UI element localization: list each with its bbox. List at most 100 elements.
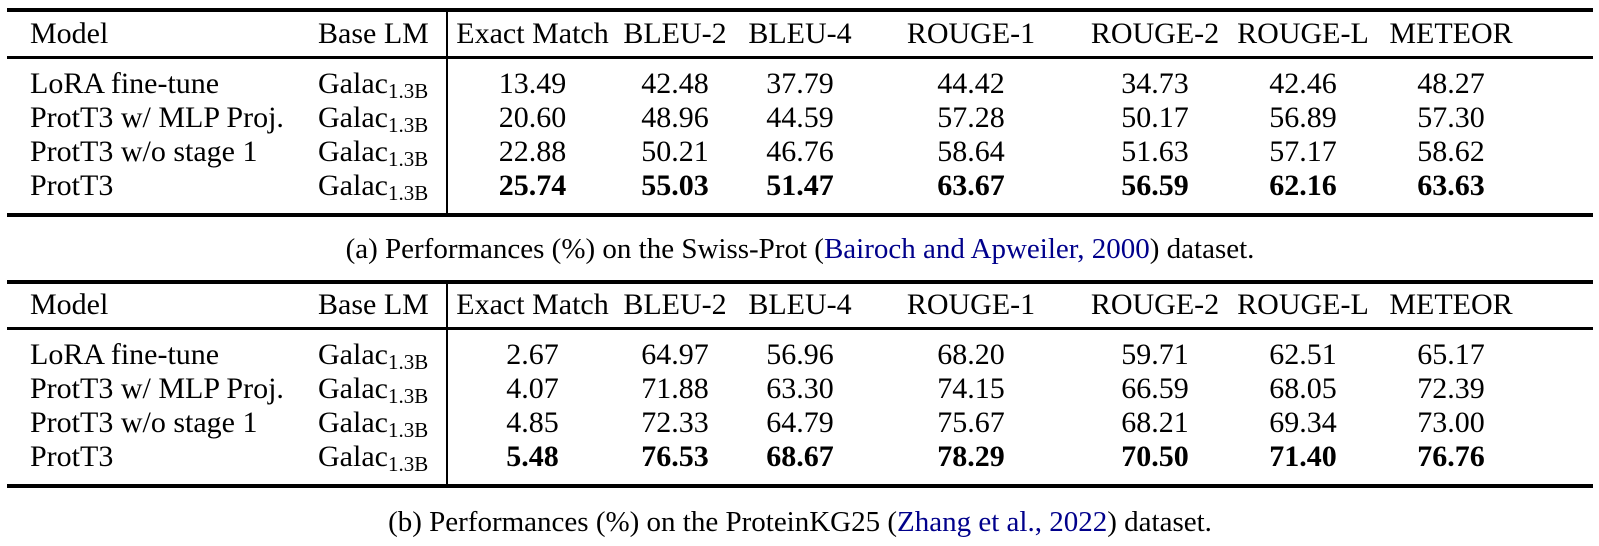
cell-model: LoRA fine-tune [30, 338, 220, 371]
results-table-a: Model Base LM Exact Match BLEU-2 BLEU-4 … [7, 8, 1593, 217]
cell-meteor: 72.39 [1417, 372, 1485, 405]
col-header-bleu2: BLEU-2 [617, 281, 733, 330]
cell-exact-match: 20.60 [446, 100, 617, 135]
cell-meteor: 48.27 [1417, 66, 1485, 100]
cell-rouge1: 68.20 [937, 338, 1005, 371]
cell-rouge1: 58.64 [937, 134, 1005, 168]
table-row: ProtT3 w/o stage 1 Galac1.3B 4.85 72.33 … [7, 406, 1593, 442]
cell-rouge1: 75.67 [937, 406, 1005, 439]
table-a-caption: (a) Performances (%) on the Swiss-Prot (… [345, 232, 1255, 265]
cell-bleu2: 64.97 [641, 338, 709, 371]
cell-bleu2: 76.53 [641, 440, 709, 473]
table-row: ProtT3 w/ MLP Proj. Galac1.3B 4.07 71.88… [7, 372, 1593, 408]
table-row-best: ProtT3 Galac1.3B 25.74 55.03 51.47 63.67… [7, 168, 1593, 215]
cell-rougeL: 71.40 [1269, 440, 1337, 473]
col-header-bleu2: BLEU-2 [617, 10, 733, 59]
table-row: ProtT3 w/o stage 1 Galac1.3B 22.88 50.21… [7, 134, 1593, 171]
cell-model: ProtT3 w/o stage 1 [30, 406, 258, 439]
cell-exact-match: 22.88 [446, 134, 617, 169]
cell-model: ProtT3 w/ MLP Proj. [30, 100, 284, 134]
col-header-exact-match: Exact Match [446, 10, 617, 59]
table-row-best: ProtT3 Galac1.3B 5.48 76.53 68.67 78.29 … [7, 440, 1593, 486]
table-row: LoRA fine-tune Galac1.3B 2.67 64.97 56.9… [7, 328, 1593, 374]
cell-model: ProtT3 [30, 440, 114, 473]
cell-rouge2: 68.21 [1121, 406, 1189, 439]
cell-base-lm: Galac1.3B [318, 406, 429, 442]
cell-model: ProtT3 [30, 168, 114, 202]
col-header-rouge1: ROUGE-1 [867, 10, 1075, 59]
cell-rougeL: 68.05 [1269, 372, 1337, 405]
col-header-rouge2: ROUGE-2 [1075, 281, 1235, 330]
cell-bleu4: 46.76 [766, 134, 834, 168]
cell-rouge2: 56.59 [1121, 168, 1189, 202]
cell-bleu2: 48.96 [641, 100, 709, 134]
cell-base-lm: Galac1.3B [318, 100, 429, 137]
base-lm-subscript: 1.3B [387, 146, 429, 171]
cell-rouge1: 57.28 [937, 100, 1005, 134]
results-table-b: Model Base LM Exact Match BLEU-2 BLEU-4 … [7, 279, 1593, 488]
col-header-bleu4: BLEU-4 [733, 10, 867, 59]
cell-rougeL: 57.17 [1269, 134, 1337, 168]
header-row: Model Base LM Exact Match BLEU-2 BLEU-4 … [7, 281, 1593, 330]
cell-exact-match: 5.48 [446, 440, 617, 486]
cell-rougeL: 62.16 [1269, 168, 1337, 202]
cell-model: ProtT3 w/ MLP Proj. [30, 372, 284, 405]
cell-bleu2: 71.88 [641, 372, 709, 405]
cell-bleu2: 72.33 [641, 406, 709, 439]
table-row: LoRA fine-tune Galac1.3B 13.49 42.48 37.… [7, 57, 1593, 101]
col-header-model: Model [7, 10, 310, 59]
cell-exact-match: 25.74 [446, 168, 617, 215]
cell-exact-match: 13.49 [446, 57, 617, 101]
base-lm-subscript: 1.3B [387, 350, 429, 374]
base-lm-subscript: 1.3B [387, 78, 429, 103]
cell-bleu4: 44.59 [766, 100, 834, 134]
cell-bleu2: 42.48 [641, 66, 709, 100]
cell-meteor: 73.00 [1417, 406, 1485, 439]
col-header-bleu4: BLEU-4 [733, 281, 867, 330]
base-lm-subscript: 1.3B [387, 384, 429, 408]
cell-meteor: 76.76 [1417, 440, 1485, 473]
cell-meteor: 57.30 [1417, 100, 1485, 134]
base-lm-subscript: 1.3B [387, 418, 429, 442]
cell-rougeL: 42.46 [1269, 66, 1337, 100]
cell-bleu4: 51.47 [766, 168, 834, 202]
cell-rouge1: 63.67 [937, 168, 1005, 202]
col-header-meteor: METEOR [1371, 10, 1593, 59]
col-header-rouge2: ROUGE-2 [1075, 10, 1235, 59]
cell-bleu4: 63.30 [766, 372, 834, 405]
header-row: Model Base LM Exact Match BLEU-2 BLEU-4 … [7, 10, 1593, 59]
citation-link-bairoch-apweiler[interactable]: Bairoch and Apweiler, 2000 [823, 232, 1150, 265]
cell-bleu4: 37.79 [766, 66, 834, 100]
col-header-model: Model [7, 281, 310, 330]
cell-exact-match: 4.07 [446, 372, 617, 406]
cell-exact-match: 4.85 [446, 406, 617, 440]
cell-meteor: 65.17 [1417, 338, 1485, 371]
col-header-rouge1: ROUGE-1 [867, 281, 1075, 330]
cell-rougeL: 69.34 [1269, 406, 1337, 439]
base-lm-subscript: 1.3B [387, 180, 429, 205]
cell-rouge2: 70.50 [1121, 440, 1189, 473]
cell-meteor: 58.62 [1417, 134, 1485, 168]
base-lm-subscript: 1.3B [387, 452, 429, 476]
cell-rougeL: 62.51 [1269, 338, 1337, 371]
cell-meteor: 63.63 [1417, 168, 1485, 202]
cell-rouge2: 51.63 [1121, 134, 1189, 168]
cell-base-lm: Galac1.3B [318, 338, 429, 374]
cell-bleu4: 64.79 [766, 406, 834, 439]
cell-rouge1: 74.15 [937, 372, 1005, 405]
citation-link-zhang-et-al[interactable]: Zhang et al., 2022 [897, 506, 1108, 538]
col-header-base-lm: Base LM [310, 281, 447, 330]
table-row: ProtT3 w/ MLP Proj. Galac1.3B 20.60 48.9… [7, 100, 1593, 137]
table-b-caption: (b) Performances (%) on the ProteinKG25 … [388, 506, 1212, 538]
col-header-meteor: METEOR [1371, 281, 1593, 330]
cell-rouge1: 78.29 [937, 440, 1005, 473]
cell-rougeL: 56.89 [1269, 100, 1337, 134]
col-header-rougeL: ROUGE-L [1235, 10, 1371, 59]
cell-bleu4: 56.96 [766, 338, 834, 371]
col-header-base-lm: Base LM [310, 10, 447, 59]
cell-bleu4: 68.67 [766, 440, 834, 473]
cell-bleu2: 55.03 [641, 168, 709, 202]
base-lm-subscript: 1.3B [387, 112, 429, 137]
cell-model: LoRA fine-tune [30, 66, 220, 100]
